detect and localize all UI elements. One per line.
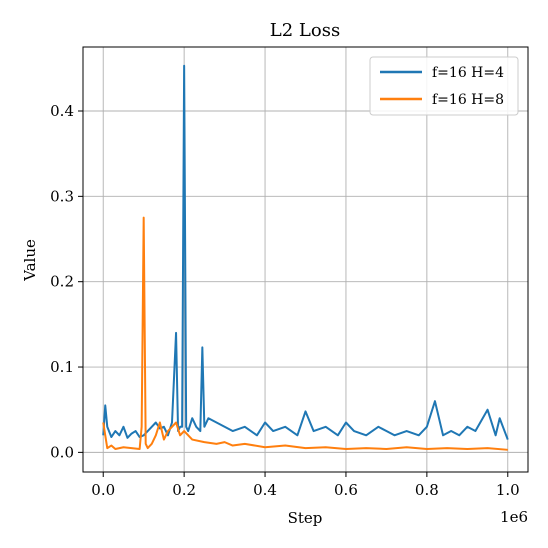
ticks: 0.0 0.2 0.4 0.6 0.8 1.0 0.0 0.1 0.2 0.3 0.4 [50, 102, 520, 499]
legend-label-f16-h8: f=16 H=8 [432, 92, 504, 108]
chart-title: L2 Loss [270, 20, 340, 41]
x-tick-label: 0.4 [253, 481, 277, 499]
x-axis-offset-label: 1e6 [500, 508, 528, 526]
y-tick-label: 0.2 [50, 273, 74, 291]
x-tick-label: 0.6 [334, 481, 358, 499]
legend-label-f16-h4: f=16 H=4 [432, 65, 504, 81]
legend: f=16 H=4 f=16 H=8 [369, 56, 519, 116]
y-tick-label: 0.4 [50, 102, 74, 120]
x-tick-label: 1.0 [496, 481, 520, 499]
series-line-f16-h8 [102, 216, 508, 451]
x-tick-label: 0.0 [91, 481, 115, 499]
y-axis-label: Value [21, 239, 39, 282]
y-tick-label: 0.1 [50, 358, 74, 376]
x-tick-label: 0.8 [415, 481, 439, 499]
x-tick-label: 0.2 [172, 481, 196, 499]
x-axis-label: Step [288, 509, 323, 527]
plot-frame [82, 46, 529, 473]
y-tick-label: 0.3 [50, 187, 74, 205]
y-tick-label: 0.0 [50, 443, 74, 461]
series-layer [102, 64, 509, 451]
